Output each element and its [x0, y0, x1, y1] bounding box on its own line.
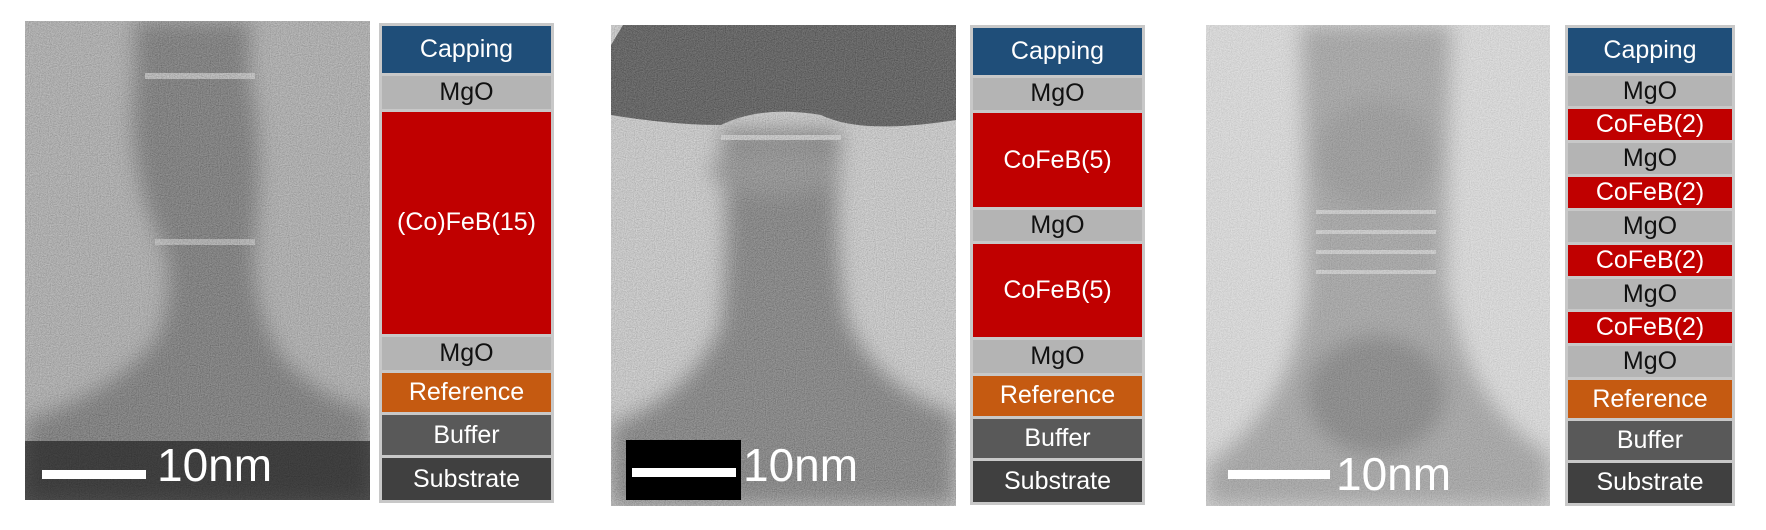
layer: MgO — [382, 76, 551, 109]
layer: Reference — [382, 372, 551, 412]
layer: Capping — [1568, 28, 1732, 73]
layer: MgO — [1568, 143, 1732, 175]
scale-bar — [632, 468, 736, 477]
layer: Buffer — [973, 418, 1142, 458]
tem-image — [25, 21, 370, 500]
layer: MgO — [1568, 278, 1732, 310]
layer: Capping — [973, 28, 1142, 75]
layer: Substrate — [382, 458, 551, 500]
layer: Buffer — [382, 414, 551, 456]
layer: CoFeB(2) — [1568, 109, 1732, 141]
layer: Reference — [973, 375, 1142, 416]
layer: MgO — [1568, 210, 1732, 242]
layer: CoFeB(5) — [973, 244, 1142, 338]
tem-image — [1206, 25, 1550, 506]
layer: CoFeB(5) — [973, 112, 1142, 208]
layer: CoFeB(2) — [1568, 244, 1732, 276]
layer: Substrate — [973, 460, 1142, 503]
layer: CoFeB(2) — [1568, 312, 1732, 344]
layer: MgO — [973, 77, 1142, 110]
layer: MgO — [973, 340, 1142, 373]
layer: MgO — [973, 210, 1142, 242]
layer: (Co)FeB(15) — [382, 111, 551, 334]
scale-bar — [42, 470, 146, 479]
layer-stack: Capping MgO (Co)FeB(15) MgO Reference Bu… — [379, 23, 554, 503]
scale-label: 10nm — [743, 439, 859, 491]
layer-stack: Capping MgO CoFeB(2) MgO CoFeB(2) MgO Co… — [1565, 25, 1735, 506]
layer: Substrate — [1568, 462, 1732, 504]
layer: MgO — [1568, 75, 1732, 107]
scale-label: 10nm — [1336, 448, 1452, 500]
tem-image — [611, 25, 956, 506]
layer: Capping — [382, 26, 551, 74]
layer: CoFeB(2) — [1568, 177, 1732, 208]
layer: Buffer — [1568, 421, 1732, 460]
layer-stack: Capping MgO CoFeB(5) MgO CoFeB(5) MgO Re… — [970, 25, 1145, 505]
scale-bar — [1228, 470, 1330, 479]
layer: MgO — [1568, 346, 1732, 378]
layer: MgO — [382, 336, 551, 370]
layer: Reference — [1568, 380, 1732, 419]
scale-label: 10nm — [157, 439, 273, 491]
